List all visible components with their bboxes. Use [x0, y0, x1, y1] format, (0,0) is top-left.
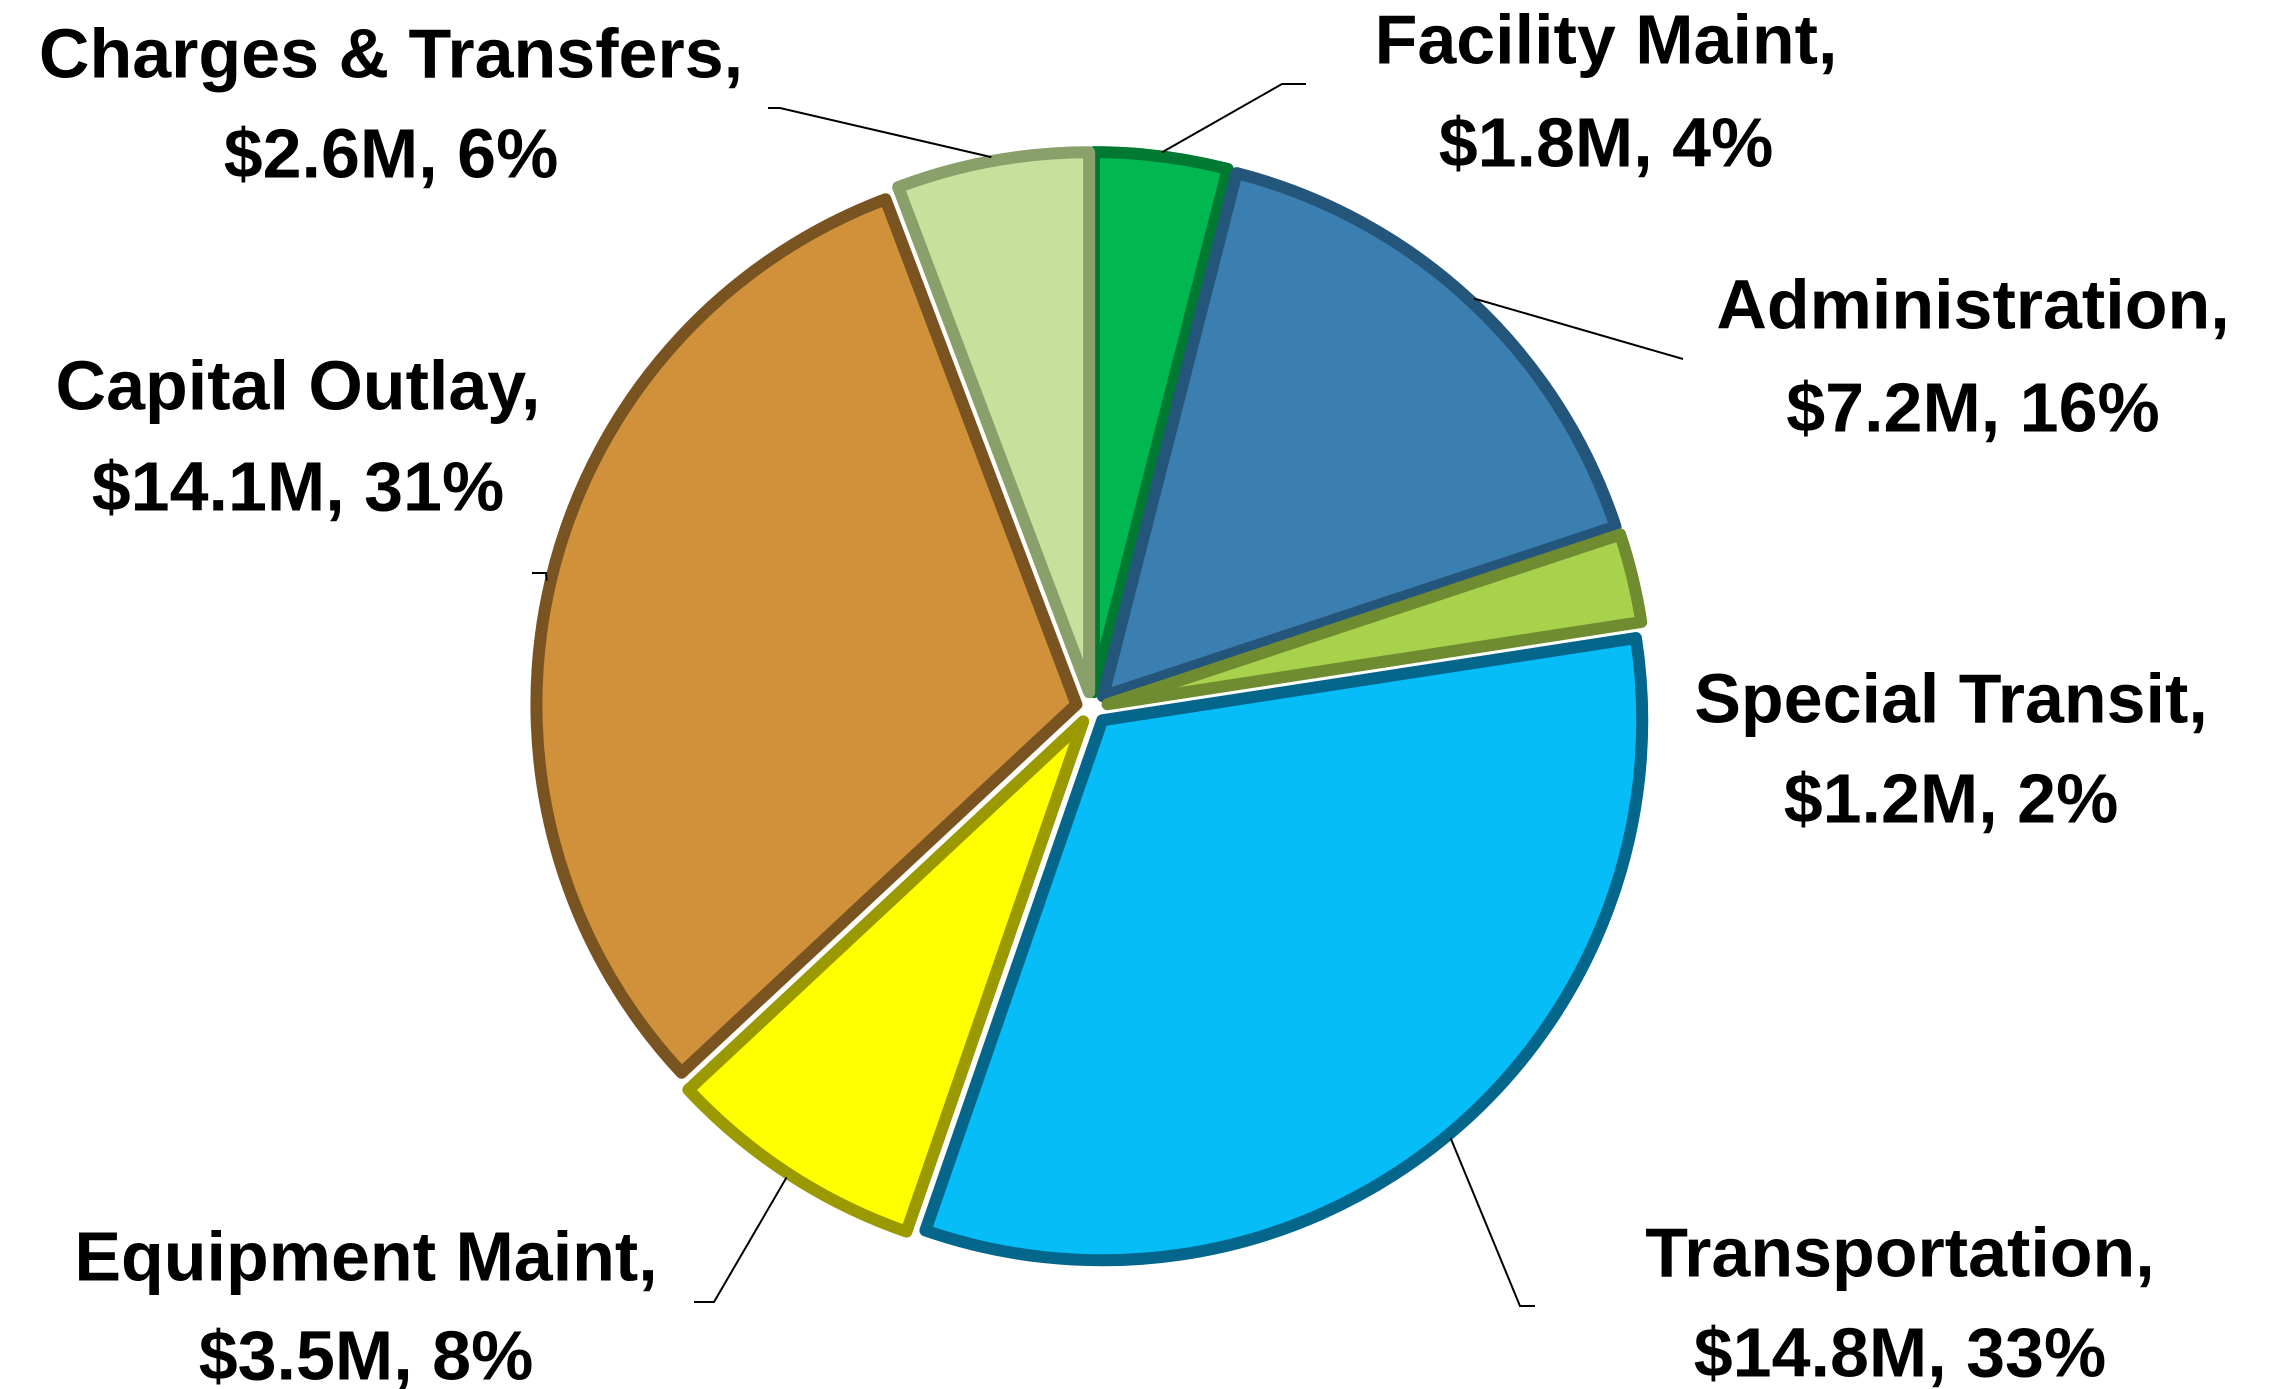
slice-label-value: $1.2M, 2%	[1784, 759, 2119, 837]
leader-line	[694, 1176, 788, 1303]
slice-label-value: $1.8M, 4%	[1439, 103, 1774, 181]
pie-slice	[1101, 528, 1648, 711]
slice-label-value: $3.5M, 8%	[199, 1316, 534, 1389]
slice-label-name: Administration,	[1716, 265, 2229, 343]
leader-line	[1449, 1137, 1535, 1307]
pie-slice	[1096, 167, 1622, 703]
slice-label-value: $14.1M, 31%	[92, 447, 504, 525]
pie-slice	[892, 146, 1096, 699]
leader-line	[1473, 297, 1684, 360]
slice-label-name: Charges & Transfers,	[39, 14, 743, 92]
slice-label-name: Transportation,	[1645, 1213, 2154, 1291]
slice-label-name: Special Transit,	[1694, 659, 2208, 737]
leader-line	[532, 572, 548, 581]
slice-label-value: $2.6M, 6%	[224, 114, 559, 192]
pie-slice	[682, 715, 1090, 1238]
slice-label-value: $7.2M, 16%	[1786, 368, 2160, 446]
leader-line	[1161, 83, 1306, 154]
slice-label-name: Equipment Maint,	[74, 1217, 657, 1295]
pie-slice	[530, 193, 1083, 1079]
pie-slice	[919, 632, 1649, 1267]
slice-label-value: $14.8M, 33%	[1694, 1313, 2106, 1389]
leader-line	[768, 107, 992, 159]
slice-label-name: Capital Outlay,	[56, 346, 541, 424]
slice-label-name: Facility Maint,	[1375, 0, 1838, 78]
